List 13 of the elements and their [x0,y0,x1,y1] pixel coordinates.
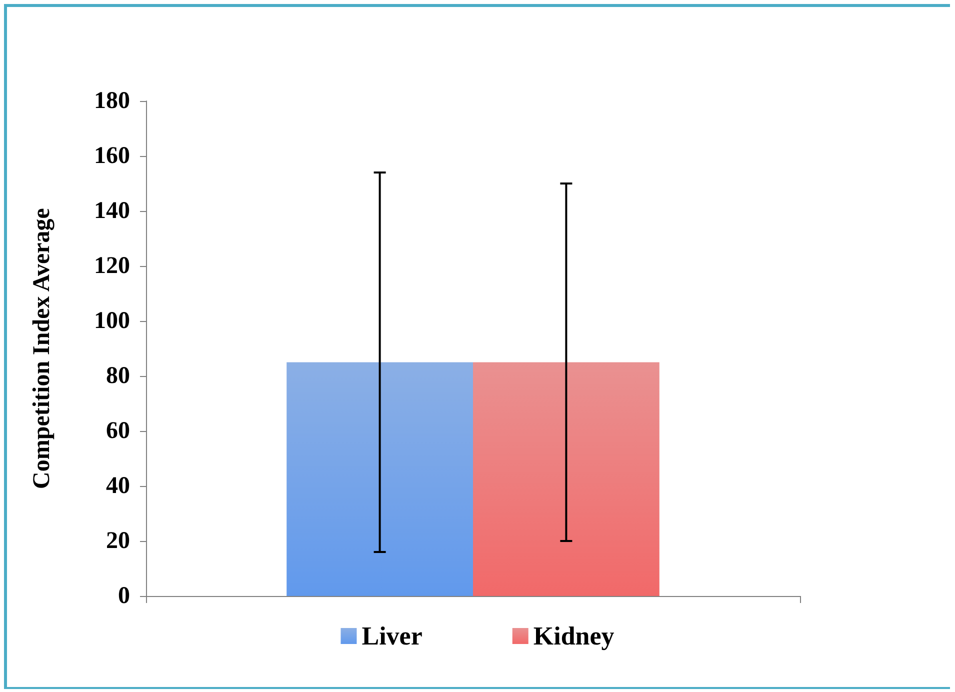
y-tick-label: 80 [106,363,130,389]
y-tick-label: 0 [118,583,130,609]
y-axis-title: Competition Index Average [29,208,55,489]
y-tick-label: 180 [94,88,130,114]
y-tick-label: 20 [106,528,130,554]
y-tick-label: 100 [94,308,130,334]
y-tick-label: 140 [94,198,130,224]
y-tick-label: 160 [94,143,130,169]
y-tick-label: 60 [106,418,130,444]
y-tick-label: 120 [94,253,130,279]
legend-label: Kidney [533,622,614,650]
legend-label: Liver [362,622,422,650]
y-tick-label: 40 [106,473,130,499]
